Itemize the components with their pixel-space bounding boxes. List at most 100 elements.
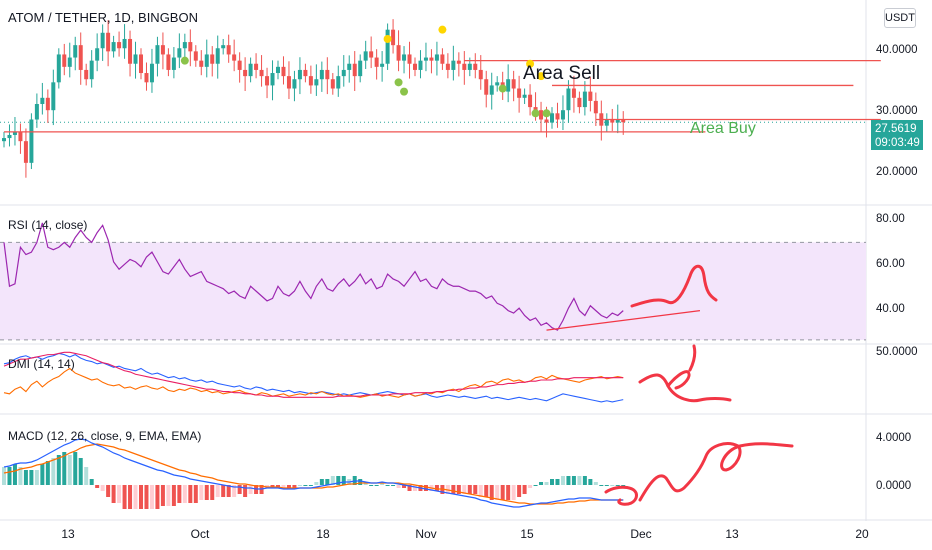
candle-body — [84, 69, 89, 80]
x-tick: Oct — [190, 527, 210, 541]
candle-body — [144, 73, 149, 83]
candle-body — [270, 73, 275, 86]
candle-body — [23, 141, 28, 163]
macd-freehand-drawing — [604, 442, 794, 506]
x-tick: 15 — [520, 527, 534, 541]
signal-dot-yellow — [383, 34, 392, 43]
candle-body — [139, 54, 143, 74]
macd-histogram-bar — [451, 485, 456, 494]
macd-histogram-bar — [12, 464, 17, 485]
candle-body — [374, 57, 379, 67]
macd-histogram-bar — [402, 485, 407, 488]
macd-histogram-bar — [286, 485, 291, 488]
candle-body — [380, 63, 385, 67]
candle-body — [259, 69, 264, 77]
candle-body — [358, 60, 363, 77]
macd-histogram-bar — [215, 485, 220, 497]
macd-histogram-bar — [84, 467, 89, 485]
macd-histogram-bar — [511, 485, 516, 500]
macd-histogram-bar — [281, 485, 286, 488]
macd-histogram-bar — [615, 485, 620, 486]
candle-body — [336, 76, 341, 89]
candle-body — [560, 110, 565, 120]
candle-body — [423, 57, 428, 61]
candle-body — [215, 48, 220, 64]
signal-dot-yellow — [438, 25, 447, 34]
currency-button[interactable]: USDT — [884, 8, 916, 28]
candle-body — [330, 79, 335, 89]
x-tick: 18 — [316, 527, 330, 541]
rsi-trendline — [546, 309, 701, 331]
candle-body — [199, 60, 204, 67]
candle-body — [12, 131, 17, 135]
macd-histogram-bar — [528, 485, 533, 488]
candle-body — [434, 54, 439, 61]
candle-body — [29, 119, 34, 163]
macd-histogram-bar — [571, 476, 576, 485]
candle-body — [171, 57, 176, 70]
price-tick-20: 20.0000 — [876, 166, 918, 178]
macd-histogram-bar — [56, 455, 61, 485]
macd-histogram-bar — [210, 485, 215, 500]
macd-histogram-bar — [577, 476, 582, 485]
candle-body — [352, 63, 357, 77]
signal-dot-green — [498, 84, 507, 93]
candle-body — [489, 85, 494, 95]
candle-body — [539, 110, 544, 120]
macd-histogram-bar — [582, 476, 587, 485]
x-tick: 13 — [61, 527, 75, 541]
x-tick: Dec — [630, 527, 652, 541]
candle-body — [232, 54, 237, 61]
adx-line — [3, 351, 624, 398]
macd-histogram-bar — [106, 485, 111, 497]
macd-histogram-bar — [588, 479, 593, 485]
macd-histogram-bar — [199, 485, 204, 500]
candle-body — [407, 54, 412, 64]
rsi-tick-40: 40.00 — [876, 303, 905, 315]
candle-body — [445, 63, 450, 70]
candle-body — [363, 51, 368, 61]
macd-histogram-bar — [308, 485, 313, 486]
candle-body — [182, 42, 187, 49]
candle-body — [347, 63, 352, 70]
macd-histogram-bar — [495, 485, 500, 500]
macd-histogram-bar — [506, 485, 511, 500]
dmi-minus-line — [3, 367, 624, 398]
macd-histogram-bar — [78, 458, 83, 485]
candle-body — [226, 45, 231, 55]
dmi-freehand-drawing — [638, 344, 732, 403]
macd-histogram-bar — [232, 485, 237, 497]
macd-histogram-bar — [369, 485, 374, 486]
candle-body — [478, 69, 483, 80]
macd-histogram-bar — [610, 485, 615, 486]
macd-histogram-bar — [385, 485, 390, 486]
candle-body — [281, 66, 286, 77]
macd-histogram-bar — [478, 485, 483, 497]
candle-body — [391, 29, 396, 46]
candle-body — [402, 54, 407, 61]
macd-histogram-bar — [128, 485, 133, 509]
macd-histogram-bar — [456, 485, 461, 494]
candle-body — [276, 66, 280, 74]
macd-histogram-bar — [473, 485, 478, 494]
candle-body — [89, 60, 94, 80]
candle-body — [533, 107, 538, 111]
candle-body — [593, 100, 598, 114]
macd-histogram-bar — [517, 485, 522, 497]
macd-histogram-bar — [160, 485, 165, 506]
macd-histogram-bar — [18, 467, 23, 485]
candle-body — [106, 32, 111, 52]
candle-body — [111, 42, 116, 52]
macd-histogram-bar — [462, 485, 467, 494]
macd-histogram-bar — [51, 458, 56, 485]
macd-histogram-bar — [319, 479, 324, 485]
candle-body — [45, 97, 50, 111]
macd-title: MACD (12, 26, close, 9, EMA, EMA) — [8, 429, 202, 443]
macd-histogram-bar — [117, 485, 122, 503]
candle-body — [341, 69, 346, 77]
macd-histogram-bar — [89, 479, 94, 485]
candle-body — [495, 82, 500, 86]
macd-histogram-bar — [297, 485, 302, 486]
macd-histogram-bar — [2, 467, 6, 485]
